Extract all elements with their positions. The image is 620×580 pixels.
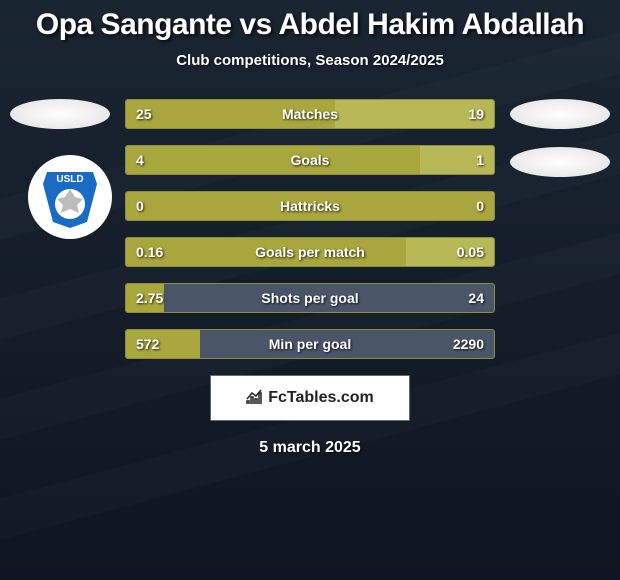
stat-right-value: 0.05 xyxy=(457,244,484,260)
club-logo-icon: USLD xyxy=(37,164,103,230)
page-title: Opa Sangante vs Abdel Hakim Abdallah xyxy=(0,0,620,42)
player-right-photo xyxy=(510,99,610,129)
stat-left-value: 4 xyxy=(136,152,144,168)
stat-row: 572 2290 Min per goal xyxy=(125,329,495,359)
stat-left-value: 0.16 xyxy=(136,244,163,260)
player-right-photo-2 xyxy=(510,147,610,177)
stat-right-value: 2290 xyxy=(453,336,484,352)
stat-label: Shots per goal xyxy=(261,290,358,306)
stat-right-value: 19 xyxy=(468,106,484,122)
stat-row: 0 0 Hattricks xyxy=(125,191,495,221)
club-badge-left: USLD xyxy=(28,155,112,239)
stat-left-value: 2.75 xyxy=(136,290,163,306)
stat-row: 4 1 Goals xyxy=(125,145,495,175)
stat-label: Goals xyxy=(291,152,330,168)
stats-bars: 25 19 Matches 4 1 Goals 0 0 Hattricks 0.16 0.05 Goa… xyxy=(125,99,495,359)
stat-row: 25 19 Matches xyxy=(125,99,495,129)
stat-label: Hattricks xyxy=(280,198,340,214)
stat-left-value: 572 xyxy=(136,336,159,352)
stat-right-value: 24 xyxy=(468,290,484,306)
stat-row: 0.16 0.05 Goals per match xyxy=(125,237,495,267)
stat-label: Matches xyxy=(282,106,338,122)
chart-icon xyxy=(246,389,262,408)
stat-row: 2.75 24 Shots per goal xyxy=(125,283,495,313)
stat-label: Goals per match xyxy=(255,244,365,260)
stat-right-value: 0 xyxy=(476,198,484,214)
stat-right-value: 1 xyxy=(476,152,484,168)
stat-left-value: 25 xyxy=(136,106,152,122)
stat-left-value: 0 xyxy=(136,198,144,214)
club-badge-text: USLD xyxy=(56,174,83,185)
stat-label: Min per goal xyxy=(269,336,351,352)
player-left-photo xyxy=(10,99,110,129)
bar-fill-left xyxy=(126,146,420,174)
comparison-content: USLD 2519Matches41Goals00Hattricks0.160.… xyxy=(0,99,620,359)
